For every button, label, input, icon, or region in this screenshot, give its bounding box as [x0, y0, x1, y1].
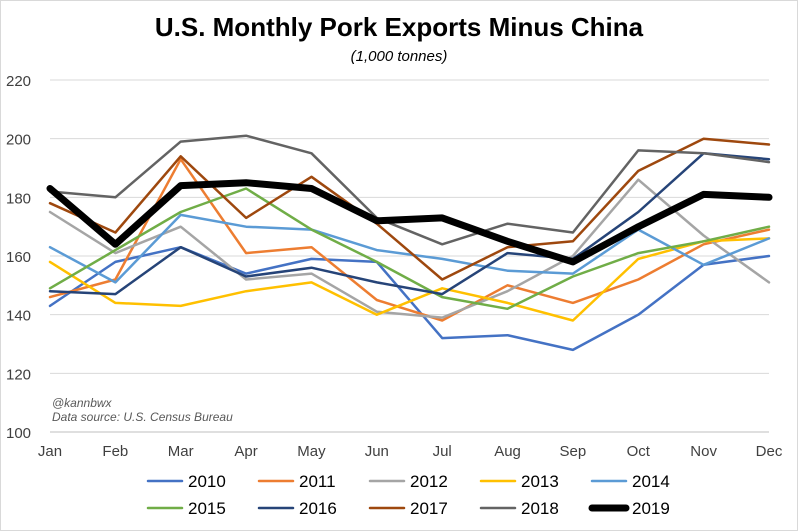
credit-handle: @kannbwx	[52, 396, 112, 410]
y-tick-label: 140	[6, 308, 31, 325]
y-tick-label: 120	[6, 366, 31, 383]
x-tick-label: Sep	[560, 443, 587, 460]
series-line-2013	[48, 237, 771, 322]
legend-label-2018: 2018	[521, 499, 559, 518]
x-tick-label: Nov	[690, 443, 717, 460]
legend-label-2010: 2010	[188, 472, 226, 491]
legend-label-2014: 2014	[632, 472, 670, 491]
legend-label-2015: 2015	[188, 499, 226, 518]
x-tick-label: Jun	[365, 443, 389, 460]
x-tick-label: Oct	[627, 443, 651, 460]
credit-source: Data source: U.S. Census Bureau	[52, 410, 233, 424]
x-tick-label: Dec	[756, 443, 783, 460]
series-line-2019	[46, 179, 773, 266]
chart-title: U.S. Monthly Pork Exports Minus China	[154, 12, 644, 42]
legend-label-2011: 2011	[299, 472, 336, 491]
x-tick-label: Aug	[494, 443, 521, 460]
y-tick-label: 160	[6, 249, 31, 266]
series-line-2017	[48, 137, 771, 281]
series-line-2011	[48, 157, 771, 322]
x-tick-label: Mar	[168, 443, 194, 460]
legend-label-2019: 2019	[632, 499, 670, 518]
y-tick-label: 200	[6, 132, 31, 149]
series-line-2010	[48, 245, 771, 352]
x-tick-label: Apr	[234, 443, 257, 460]
x-tick-label: Feb	[102, 443, 128, 460]
chart-subtitle: (1,000 tonnes)	[350, 48, 448, 65]
series-line-2012	[48, 178, 771, 319]
y-tick-label: 100	[6, 425, 31, 442]
y-tick-label: 220	[6, 73, 31, 90]
series-line-2014	[48, 213, 771, 284]
series-line-2018	[48, 134, 771, 246]
series-line-2016	[48, 152, 771, 296]
legend-label-2016: 2016	[299, 499, 337, 518]
legend-label-2013: 2013	[521, 472, 559, 491]
x-tick-label: May	[297, 443, 326, 460]
series-line-2015	[48, 187, 771, 311]
x-tick-label: Jul	[433, 443, 452, 460]
x-tick-label: Jan	[38, 443, 62, 460]
legend-label-2012: 2012	[410, 472, 448, 491]
legend-label-2017: 2017	[410, 499, 448, 518]
y-tick-label: 180	[6, 190, 31, 207]
